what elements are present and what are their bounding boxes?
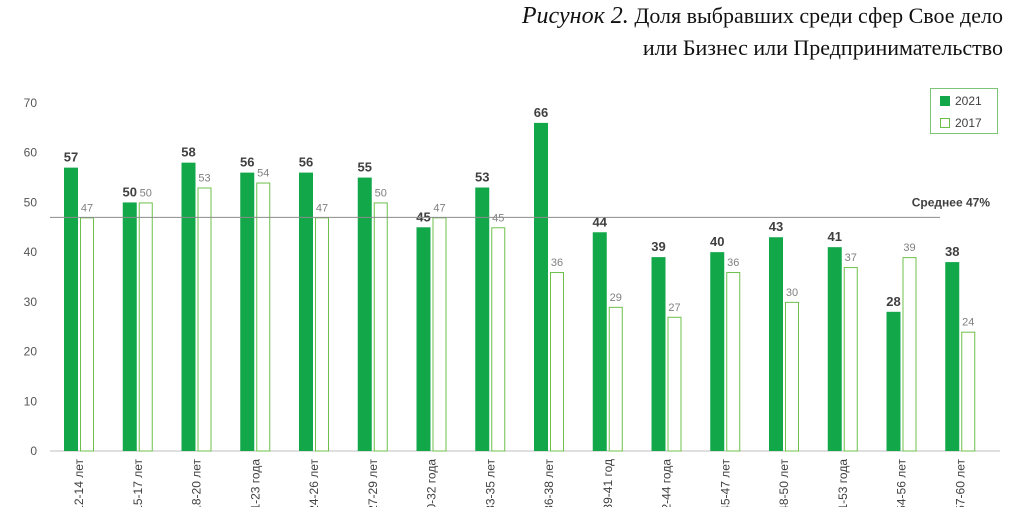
bar-2021 (827, 247, 842, 451)
caption-line-2: или Бизнес или Предпринимательство (642, 35, 1003, 60)
data-label-2021: 53 (475, 170, 489, 185)
data-label-2017: 37 (845, 252, 857, 264)
y-tick-label: 0 (30, 444, 37, 458)
x-tick-label: 33-35 лет (483, 459, 497, 507)
x-tick-label: 45-47 лет (718, 459, 732, 507)
data-label-2017: 24 (962, 317, 974, 329)
x-tick-label: 36-38 лет (542, 459, 556, 507)
bar-2021 (122, 202, 137, 451)
bar-2021 (64, 167, 78, 451)
caption-line-1: Рисунок 2. Доля выбравших среди сфер Сво… (522, 0, 1003, 32)
legend-label-2017: 2017 (955, 116, 982, 130)
legend-label-2021: 2021 (955, 94, 982, 108)
y-tick-label: 10 (24, 394, 38, 408)
bar-2017 (550, 272, 564, 452)
bar-2021 (592, 232, 607, 451)
data-label-2021: 57 (64, 150, 78, 165)
data-label-2021: 56 (299, 155, 313, 170)
x-tick-label: 12-14 лет (72, 459, 86, 507)
legend-swatch-2021 (940, 96, 950, 106)
x-tick-label: 15-17 лет (131, 459, 145, 507)
data-label-2021: 50 (123, 184, 137, 199)
data-label-2017: 50 (375, 187, 387, 199)
data-label-2021: 41 (828, 229, 842, 244)
bar-2017 (961, 331, 976, 452)
bar-2021 (945, 262, 960, 451)
bar-2017 (432, 217, 447, 452)
figure-caption: Рисунок 2. Доля выбравших среди сфер Сво… (522, 0, 1003, 63)
data-label-2017: 27 (668, 302, 680, 314)
y-tick-label: 30 (24, 295, 38, 309)
bar-2017 (608, 306, 623, 452)
bar-2017 (726, 272, 741, 452)
bar-2017 (491, 227, 506, 452)
x-tick-label: 39-41 год (601, 459, 615, 507)
x-tick-label: 51-53 года (836, 459, 850, 507)
bar-2021 (769, 237, 783, 451)
data-label-2017: 30 (786, 287, 798, 299)
bar-2017 (197, 187, 212, 452)
y-tick-label: 60 (24, 146, 38, 160)
bar-2021 (357, 177, 372, 452)
y-tick-label: 20 (24, 345, 38, 359)
data-label-2021: 56 (240, 155, 254, 170)
data-label-2021: 58 (181, 145, 195, 160)
bar-2017 (902, 257, 917, 452)
bar-2021 (181, 162, 196, 451)
x-tick-label: 24-26 лет (307, 459, 321, 507)
x-tick-label: 54-56 лет (895, 459, 909, 507)
data-label-2017: 50 (140, 187, 152, 199)
data-label-2017: 36 (727, 257, 739, 269)
bar-2017 (667, 316, 682, 452)
caption-label: Рисунок 2. (521, 3, 629, 29)
data-label-2017: 53 (198, 173, 210, 185)
data-label-2021: 39 (651, 239, 665, 254)
y-tick-label: 70 (24, 96, 38, 110)
data-label-2021: 43 (769, 219, 783, 234)
caption-text-1: Доля выбравших среди сфер Свое дело (634, 3, 1003, 28)
bar-2017 (785, 301, 799, 452)
average-label: Среднее 47% (912, 195, 991, 209)
bar-2017 (843, 267, 858, 452)
data-label-2017: 39 (903, 242, 915, 254)
y-tick-label: 40 (24, 245, 38, 259)
data-label-2021: 40 (710, 234, 724, 249)
bar-2021 (886, 311, 901, 451)
bar-2021 (299, 172, 313, 451)
x-tick-label: 30-32 года (425, 459, 439, 507)
data-label-2017: 47 (433, 202, 445, 214)
x-tick-label: 27-29 лет (366, 459, 380, 507)
bar-2021 (651, 257, 666, 451)
data-label-2017: 45 (492, 212, 504, 224)
x-tick-label: 42-44 года (660, 459, 674, 507)
bar-2017 (256, 182, 271, 452)
x-tick-label: 57-60 лет (953, 459, 967, 507)
x-tick-label: 21-23 года (248, 459, 262, 507)
data-label-2021: 28 (886, 294, 900, 309)
y-tick-label: 50 (24, 195, 38, 209)
bar-2021 (534, 122, 548, 451)
bar-2021 (475, 187, 490, 451)
data-label-2017: 54 (257, 168, 269, 180)
data-label-2021: 66 (534, 105, 548, 120)
bar-2017 (138, 202, 153, 452)
bar-2021 (416, 227, 431, 451)
data-label-2017: 47 (316, 202, 328, 214)
data-label-2017: 29 (610, 292, 622, 304)
data-label-2017: 47 (81, 202, 93, 214)
bar-2021 (710, 252, 725, 451)
x-tick-label: 18-20 лет (190, 459, 204, 507)
legend-swatch-2017 (940, 118, 950, 128)
data-label-2021: 44 (593, 214, 608, 229)
data-label-2017: 36 (551, 257, 563, 269)
data-label-2021: 55 (358, 160, 372, 175)
bar-2017 (373, 202, 388, 452)
data-label-2021: 45 (416, 209, 430, 224)
data-label-2021: 38 (945, 244, 959, 259)
bar-2017 (315, 217, 329, 452)
x-tick-label: 48-50 лет (777, 459, 791, 507)
bar-2017 (80, 217, 94, 452)
bar-2021 (240, 172, 255, 451)
